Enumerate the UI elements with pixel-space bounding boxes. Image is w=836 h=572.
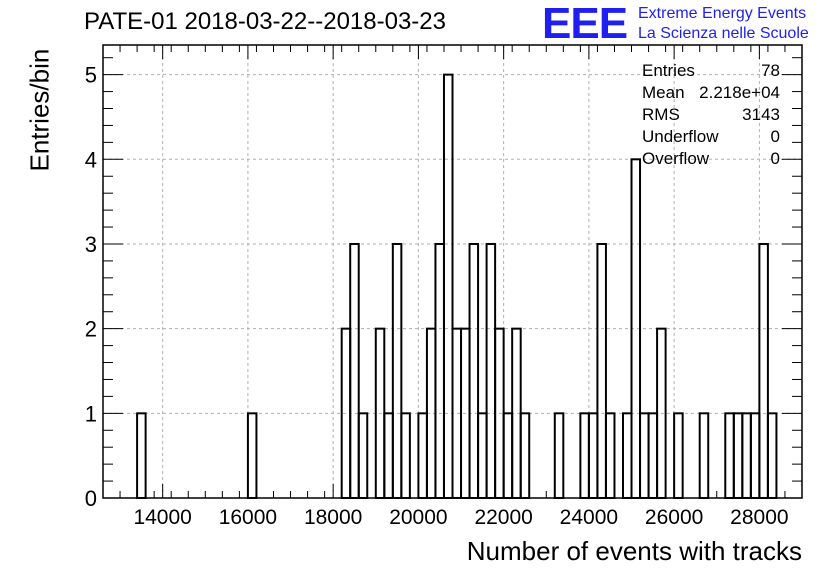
histogram-bin — [732, 412, 744, 500]
histogram-bin — [400, 412, 411, 500]
chart-title: PATE-01 2018-03-22--2018-03-23 — [84, 8, 446, 35]
histogram-bin — [246, 412, 258, 500]
histogram-bin — [477, 412, 488, 500]
stat-row-rms: RMS 3143 — [642, 104, 780, 126]
x-tick-label: 18000 — [304, 506, 362, 529]
stat-value: 0 — [770, 149, 780, 168]
stats-box: Entries 78 Mean 2.218e+04 RMS 3143 Under… — [642, 60, 780, 170]
histogram-bin — [587, 412, 599, 500]
stat-value: 78 — [761, 61, 780, 80]
y-tick-label: 3 — [85, 232, 97, 257]
histogram-bin — [553, 412, 565, 500]
stat-label: Mean — [642, 83, 685, 102]
histogram-bin — [647, 412, 659, 500]
stat-label: Overflow — [642, 149, 710, 168]
stat-value: 2.218e+04 — [699, 83, 780, 102]
x-tick-label: 20000 — [389, 506, 447, 529]
histogram-bin — [749, 412, 761, 500]
histogram-bin — [604, 412, 616, 500]
x-tick-label: 22000 — [474, 506, 532, 529]
histogram-bin — [621, 412, 633, 500]
histogram-bin — [758, 242, 769, 499]
histogram-bin — [383, 412, 394, 500]
histogram-bin — [519, 412, 531, 500]
y-tick-label: 2 — [85, 317, 97, 342]
stat-value: 0 — [770, 127, 780, 146]
x-tick-label: 28000 — [730, 506, 788, 529]
histogram-bin — [391, 242, 403, 499]
y-tick-label: 4 — [85, 147, 97, 172]
logo-line-2: La Scienza nelle Scuole — [638, 25, 809, 42]
stat-row-overflow: Overflow 0 — [642, 148, 780, 170]
y-tick-label: 1 — [85, 401, 97, 426]
histogram-bin — [434, 242, 445, 499]
histogram-bin — [349, 242, 360, 499]
stat-row-underflow: Underflow 0 — [642, 126, 780, 148]
y-tick-label: 0 — [85, 486, 97, 511]
histogram-bin — [136, 412, 147, 500]
stat-label: Entries — [642, 61, 695, 80]
histogram-bin — [417, 412, 428, 500]
eee-logo-mark: EEE — [542, 0, 628, 48]
logo-line-1: Extreme Energy Events — [638, 5, 807, 22]
histogram-bin — [502, 412, 514, 500]
histogram-bin — [741, 412, 752, 500]
histogram-bin — [673, 412, 684, 500]
x-tick-label: 14000 — [133, 506, 191, 529]
stat-label: RMS — [642, 105, 680, 124]
stat-row-mean: Mean 2.218e+04 — [642, 82, 780, 104]
x-tick-label: 26000 — [645, 506, 703, 529]
histogram-bin — [357, 412, 369, 500]
histogram-bin — [596, 242, 607, 499]
histogram-bin — [468, 242, 480, 499]
histogram-bin — [442, 73, 454, 499]
stat-row-entries: Entries 78 — [642, 60, 780, 82]
histogram-bin — [579, 412, 590, 500]
stat-value: 3143 — [742, 105, 780, 124]
histogram-bin — [485, 242, 497, 499]
histogram-bin — [639, 412, 650, 500]
y-tick-label: 5 — [85, 63, 97, 88]
stat-label: Underflow — [642, 127, 719, 146]
y-axis-label: Entries/bin — [24, 48, 55, 172]
x-tick-label: 24000 — [560, 506, 618, 529]
histogram-bin — [724, 412, 735, 500]
histogram-bin — [698, 412, 710, 500]
x-axis-label: Number of events with tracks — [466, 536, 802, 566]
eee-logo: EEE Extreme Energy Events La Scienza nel… — [542, 2, 834, 46]
x-tick-label: 16000 — [219, 506, 277, 529]
plot-frame — [102, 44, 803, 499]
histogram-bin — [766, 412, 778, 500]
